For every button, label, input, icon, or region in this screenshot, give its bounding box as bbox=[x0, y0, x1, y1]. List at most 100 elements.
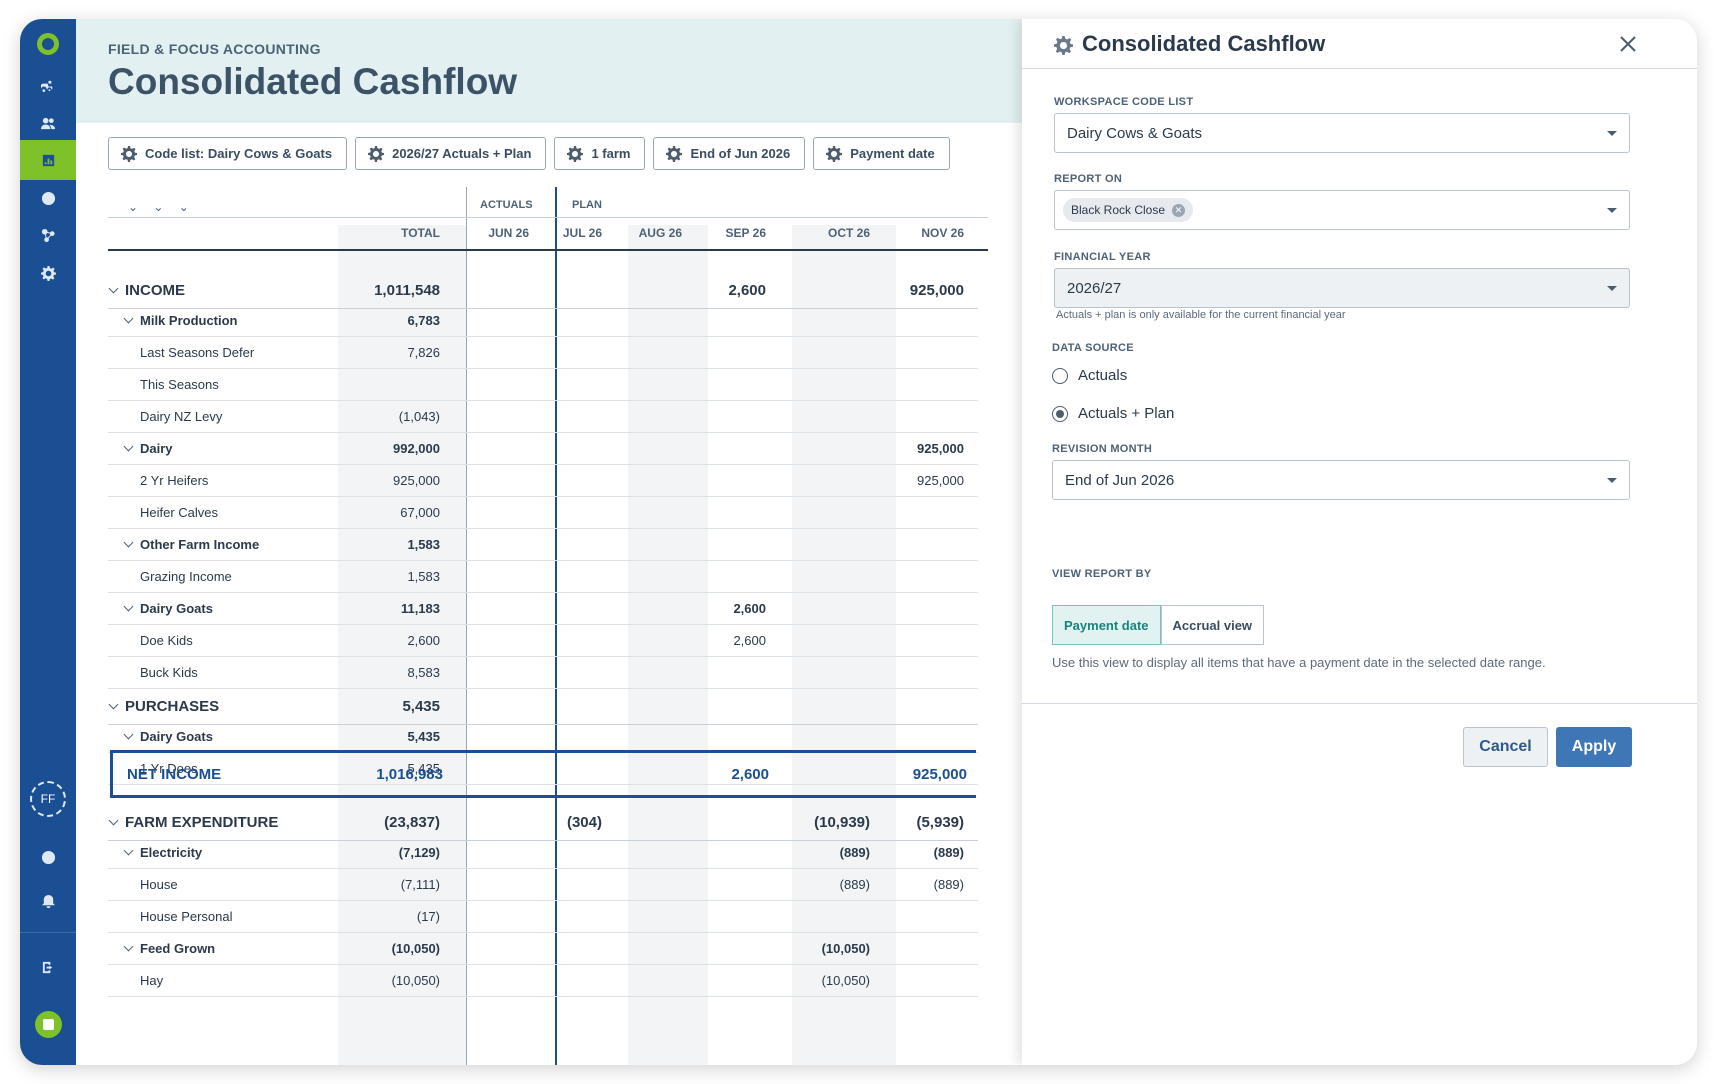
row-label: Last Seasons Defer bbox=[140, 337, 254, 368]
cell-value: (304) bbox=[566, 814, 602, 831]
report-toolbar: Code list: Dairy Cows & Goats 2026/27 Ac… bbox=[108, 137, 950, 170]
section-row[interactable]: FARM EXPENDITURE (23,837) (304) (10,939) (5,… bbox=[108, 805, 978, 841]
cell-value: 67,000 bbox=[400, 505, 440, 520]
payment-date-option[interactable]: Payment date bbox=[1052, 605, 1161, 645]
group-row[interactable]: Dairy Goats 11,183 2,600 bbox=[108, 593, 978, 625]
farm-tag-label: Black Rock Close bbox=[1071, 203, 1166, 217]
chevron-down-icon[interactable] bbox=[123, 941, 134, 952]
section-row[interactable]: INCOME 1,011,548 2,600 925,000 bbox=[108, 273, 978, 309]
app-logo[interactable] bbox=[37, 33, 59, 55]
column-header: TOTAL bbox=[401, 226, 440, 240]
row-label: Dairy NZ Levy bbox=[140, 401, 222, 432]
chip-label: 2026/27 Actuals + Plan bbox=[392, 146, 532, 161]
cell-value: 6,783 bbox=[407, 313, 440, 328]
expand-controls[interactable]: ⌄ ⌄ ⌄ bbox=[128, 200, 195, 214]
table-row: 2 Yr Heifers 925,000 925,000 bbox=[108, 465, 978, 497]
main-content: FIELD & FOCUS ACCOUNTING Consolidated Ca… bbox=[76, 19, 1697, 1065]
globe-icon[interactable] bbox=[20, 178, 76, 218]
chat-icon[interactable] bbox=[35, 1011, 62, 1038]
row-label-text: Buck Kids bbox=[140, 665, 198, 680]
radio-actuals-plan[interactable]: Actuals + Plan bbox=[1052, 405, 1174, 422]
view-by-button[interactable]: Payment date bbox=[813, 137, 950, 170]
chevron-down-icon[interactable] bbox=[108, 283, 119, 294]
code-list-button[interactable]: Code list: Dairy Cows & Goats bbox=[108, 137, 348, 170]
cell-value: 2,600 bbox=[733, 633, 766, 648]
cell-value: 925,000 bbox=[917, 473, 964, 488]
group-row[interactable]: Milk Production 6,783 bbox=[108, 305, 978, 337]
cell-value: 2,600 bbox=[733, 601, 766, 616]
plan-divider bbox=[555, 187, 557, 1065]
row-label: House bbox=[140, 869, 178, 900]
bell-icon[interactable] bbox=[20, 881, 76, 921]
row-label: INCOME bbox=[108, 273, 185, 308]
report-on-select[interactable]: Black Rock Close ✕ bbox=[1054, 190, 1630, 230]
avatar[interactable]: FF bbox=[30, 781, 66, 817]
cell-value: (5,939) bbox=[916, 814, 964, 831]
chevron-down-icon[interactable] bbox=[108, 815, 119, 826]
row-label-text: Dairy bbox=[140, 441, 173, 456]
row-label: Heifer Calves bbox=[140, 497, 218, 528]
close-icon[interactable] bbox=[1616, 32, 1640, 56]
revision-month-value: End of Jun 2026 bbox=[1065, 471, 1175, 489]
radio-actuals[interactable]: Actuals bbox=[1052, 367, 1127, 384]
cell-value: (23,837) bbox=[384, 814, 440, 831]
chevron-down-icon[interactable] bbox=[123, 537, 134, 548]
cell-value: (1,043) bbox=[398, 409, 440, 424]
row-label: House Personal bbox=[140, 901, 233, 932]
row-label-text: Hay bbox=[140, 973, 164, 988]
group-row[interactable]: Other Farm Income 1,583 bbox=[108, 529, 978, 561]
accrual-view-option[interactable]: Accrual view bbox=[1160, 605, 1265, 645]
tractor-icon[interactable] bbox=[20, 65, 76, 105]
remove-tag-icon[interactable]: ✕ bbox=[1172, 203, 1186, 217]
financial-year-select[interactable]: 2026/27 bbox=[1054, 268, 1630, 308]
row-label-text: 1 Yr Does bbox=[140, 761, 198, 776]
revision-month-button[interactable]: End of Jun 2026 bbox=[653, 137, 806, 170]
table-row: This Seasons bbox=[108, 369, 978, 401]
report-icon[interactable] bbox=[20, 140, 76, 180]
chevron-down-icon[interactable] bbox=[123, 313, 134, 324]
chevron-down-icon[interactable] bbox=[108, 699, 119, 710]
row-label-text: House Personal bbox=[140, 909, 233, 924]
row-label: Other Farm Income bbox=[123, 529, 259, 560]
chevron-down-icon[interactable] bbox=[123, 441, 134, 452]
workspace-select[interactable]: Dairy Cows & Goats bbox=[1054, 113, 1630, 153]
organisation-name: FIELD & FOCUS ACCOUNTING bbox=[108, 41, 321, 57]
group-row[interactable]: Feed Grown (10,050) (10,050) bbox=[108, 933, 978, 965]
cancel-button[interactable]: Cancel bbox=[1463, 727, 1548, 767]
table-row: Buck Kids 8,583 bbox=[108, 657, 978, 689]
people-icon[interactable] bbox=[20, 103, 76, 143]
row-label: Feed Grown bbox=[123, 933, 215, 964]
row-label-text: Electricity bbox=[140, 845, 203, 860]
cell-value: (10,050) bbox=[391, 941, 440, 956]
revision-month-select[interactable]: End of Jun 2026 bbox=[1052, 460, 1630, 500]
row-label-text: INCOME bbox=[125, 282, 185, 299]
cell-value: (7,129) bbox=[398, 845, 440, 860]
chevron-down-icon[interactable] bbox=[123, 601, 134, 612]
report-on-label: REPORT ON bbox=[1054, 173, 1123, 185]
actuals-divider bbox=[466, 187, 467, 1065]
column-header: NOV 26 bbox=[921, 226, 964, 240]
financial-year-hint: Actuals + plan is only available for the… bbox=[1056, 309, 1346, 321]
settings-icon[interactable] bbox=[20, 253, 76, 293]
group-row[interactable]: Dairy 992,000 925,000 bbox=[108, 433, 978, 465]
chevron-down-icon[interactable] bbox=[123, 845, 134, 856]
row-label: Hay bbox=[140, 965, 163, 996]
row-label: Dairy Goats bbox=[123, 593, 213, 624]
cell-value: 925,000 bbox=[393, 473, 440, 488]
apply-button[interactable]: Apply bbox=[1556, 727, 1632, 767]
oct-column-bg bbox=[792, 225, 896, 1065]
network-icon[interactable] bbox=[20, 215, 76, 255]
group-row[interactable]: Dairy Goats 5,435 bbox=[108, 721, 978, 753]
help-icon[interactable] bbox=[20, 837, 76, 877]
chevron-down-icon[interactable] bbox=[123, 729, 134, 740]
group-row[interactable]: Electricity (7,129) (889) (889) bbox=[108, 837, 978, 869]
section-row[interactable]: PURCHASES 5,435 bbox=[108, 689, 978, 725]
farm-button[interactable]: 1 farm bbox=[554, 137, 646, 170]
financial-year-label: FINANCIAL YEAR bbox=[1054, 251, 1151, 263]
cell-value: 2,600 bbox=[407, 633, 440, 648]
chip-label: Code list: Dairy Cows & Goats bbox=[145, 146, 333, 161]
financial-year-button[interactable]: 2026/27 Actuals + Plan bbox=[355, 137, 547, 170]
cell-value: (10,050) bbox=[821, 973, 870, 988]
logout-icon[interactable] bbox=[20, 947, 76, 987]
cell-value: (7,111) bbox=[400, 877, 440, 892]
